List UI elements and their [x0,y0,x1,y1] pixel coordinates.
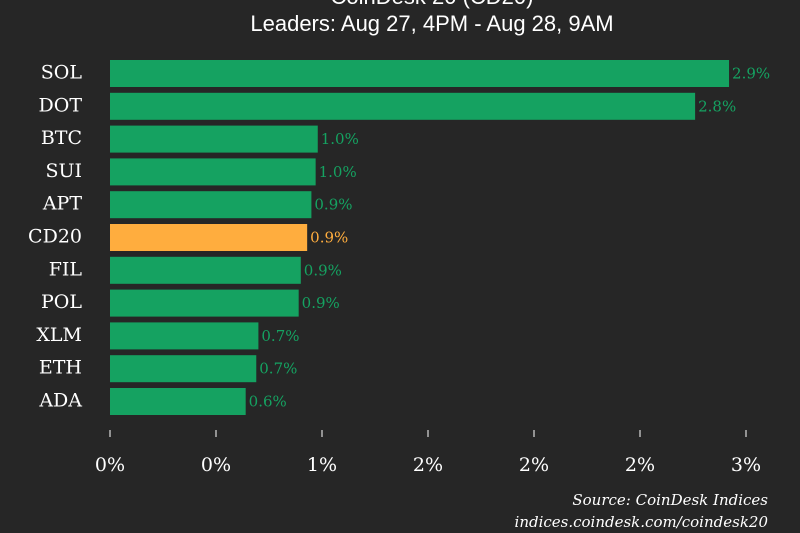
category-label-dot: DOT [39,94,83,116]
bars-layer: SOL 2.9% DOT 2.8% BTC 1.0% SUI 1.0% APT 0.9% CD20 0… [28,60,770,415]
value-label-dot: 2.8% [698,97,736,115]
x-tick-label-3: 2% [413,454,443,476]
value-label-xlm: 0.7% [261,327,299,345]
x-tick-label-4: 2% [519,454,549,476]
category-label-eth: ETH [39,357,82,379]
x-tick-label-6: 3% [731,454,761,476]
value-label-sol: 2.9% [732,65,770,83]
value-label-sui: 1.0% [319,163,357,181]
bar-sui[interactable] [110,158,316,186]
x-tick-label-1: 0% [201,454,231,476]
category-label-cd20: CD20 [28,226,82,248]
bar-btc[interactable] [110,125,318,153]
chart-title: CoinDesk 20 (CD20) [331,0,534,9]
bar-ada[interactable] [110,388,246,415]
x-axis: 0% 0% 1% 2% 2% 2% 3% [95,430,761,476]
bar-pol[interactable] [110,289,299,317]
value-label-eth: 0.7% [259,360,297,378]
category-label-pol: POL [41,291,82,313]
value-label-btc: 1.0% [321,130,359,148]
category-label-ada: ADA [38,390,82,412]
category-label-xlm: XLM [36,324,82,346]
x-tick-label-0: 0% [95,454,125,476]
bar-eth[interactable] [110,355,257,383]
bar-sol[interactable] [110,60,730,87]
value-label-apt: 0.9% [314,196,352,214]
bar-cd20[interactable] [110,224,308,251]
bar-dot[interactable] [110,92,696,120]
source-url[interactable]: indices.coindesk.com/coindesk20 [515,513,769,531]
value-label-pol: 0.9% [302,294,340,312]
value-label-ada: 0.6% [249,393,287,411]
category-label-fil: FIL [49,258,83,280]
value-label-fil: 0.9% [304,261,342,279]
source-label: Source: CoinDesk Indices [572,491,768,509]
category-label-sui: SUI [45,160,82,182]
bar-apt[interactable] [110,191,312,219]
category-label-apt: APT [42,193,83,215]
x-tick-label-5: 2% [625,454,655,476]
bar-xlm[interactable] [110,322,259,350]
chart-subtitle: Leaders: Aug 27, 4PM - Aug 28, 9AM [250,11,613,36]
x-tick-label-2: 1% [307,454,337,476]
category-label-btc: BTC [41,127,82,149]
bar-fil[interactable] [110,256,301,284]
category-label-sol: SOL [41,62,83,84]
value-label-cd20: 0.9% [310,229,348,247]
